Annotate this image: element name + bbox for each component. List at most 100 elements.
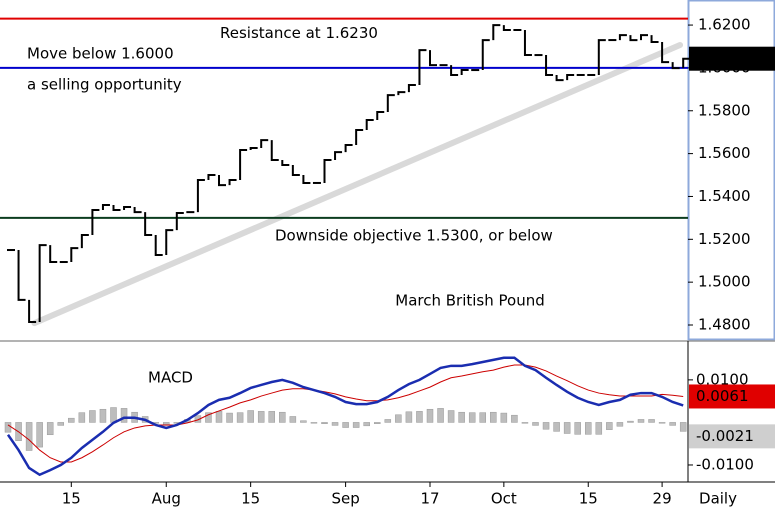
price-bar	[365, 118, 374, 131]
histogram-bar	[595, 422, 603, 435]
price-bar	[175, 211, 184, 231]
y-tick-label: 1.6200	[698, 16, 751, 34]
price-bar	[28, 299, 37, 324]
price-bar	[49, 245, 58, 264]
price-bar	[207, 174, 216, 180]
price-bar	[460, 69, 469, 75]
price-bar	[323, 159, 332, 183]
price-bar	[386, 94, 395, 113]
histogram-bar	[321, 422, 328, 424]
histogram-bar	[257, 411, 265, 423]
price-bar	[80, 234, 89, 249]
price-bar	[671, 62, 680, 70]
chart-title: March British Pound	[395, 292, 544, 310]
histogram-bar	[236, 412, 244, 423]
histogram-bar	[310, 422, 318, 424]
price-bar	[196, 178, 205, 213]
price-bar	[281, 160, 290, 166]
price-bar	[91, 208, 100, 236]
x-tick-label: Sep	[331, 490, 359, 508]
price-bar	[112, 205, 121, 211]
price-bar	[270, 140, 279, 162]
price-bar	[70, 247, 79, 263]
histogram-bar	[384, 419, 392, 423]
histogram-bar	[542, 422, 550, 430]
histogram-bar	[606, 422, 613, 430]
last-value-box	[689, 384, 775, 409]
histogram-bar	[658, 422, 666, 424]
histogram-bar	[205, 412, 212, 423]
histogram-bar	[479, 412, 486, 423]
histogram-bar	[25, 422, 33, 451]
price-bar	[123, 205, 132, 210]
price-bar	[618, 34, 627, 41]
histogram-bar	[679, 422, 687, 432]
price-bar	[334, 151, 343, 161]
histogram-bar	[110, 407, 117, 423]
histogram-bar	[521, 422, 529, 424]
x-axis-label: Daily	[699, 490, 737, 508]
price-bar	[629, 35, 638, 42]
histogram-bar	[458, 411, 465, 423]
annotation: a selling opportunity	[27, 75, 182, 93]
histogram-bar	[616, 422, 624, 427]
histogram-bar	[279, 411, 286, 423]
price-bar	[144, 212, 153, 237]
histogram-bar	[46, 422, 54, 436]
price-bar	[545, 55, 554, 76]
histogram-bar	[563, 422, 571, 434]
x-tick-label: 15	[579, 490, 598, 508]
histogram-bar	[395, 414, 402, 423]
price-bar	[249, 147, 258, 150]
price-bar	[566, 73, 575, 81]
price-bar	[450, 65, 459, 76]
y-tick-label: -0.0100	[696, 455, 754, 473]
annotation: Downside objective 1.5300, or below	[275, 226, 553, 244]
histogram-bar	[36, 422, 43, 448]
price-bar	[492, 24, 501, 41]
histogram-bar	[426, 408, 434, 423]
price-bar	[355, 129, 364, 146]
histogram-bar	[585, 422, 592, 435]
y-tick-label: 1.4800	[698, 316, 751, 334]
price-bar	[682, 57, 691, 69]
histogram-bar	[352, 422, 360, 428]
histogram-bar	[553, 422, 560, 432]
histogram-bar	[331, 422, 339, 426]
price-bar	[101, 204, 110, 210]
y-tick-label: 0.0100	[696, 370, 749, 388]
histogram-bar	[490, 411, 497, 423]
price-bar	[650, 35, 659, 43]
histogram-bar	[120, 408, 128, 423]
histogram-bar	[468, 412, 476, 423]
histogram-bar	[57, 422, 64, 426]
price-bar	[165, 229, 174, 255]
histogram-bar	[300, 420, 307, 423]
histogram-bar	[4, 422, 12, 433]
histogram-bar	[268, 411, 275, 423]
price-bar	[640, 34, 648, 41]
price-bar	[291, 164, 300, 177]
macd-line	[7, 364, 684, 463]
y-tick-label: 1.5400	[698, 187, 751, 205]
histogram-bar	[99, 408, 107, 423]
price-bar	[429, 50, 437, 67]
histogram-bar	[342, 422, 349, 428]
last-price-box	[689, 46, 775, 71]
histogram-bar	[532, 422, 539, 426]
histogram-bar	[416, 411, 423, 423]
x-tick-label: 17	[420, 490, 439, 508]
price-bar	[154, 235, 163, 256]
histogram-bar	[247, 410, 254, 423]
price-bar	[555, 74, 564, 82]
histogram-bar	[363, 422, 370, 427]
histogram-bar	[405, 411, 413, 423]
last-value-box	[689, 424, 775, 449]
last-price-label: 1.6043	[698, 49, 751, 67]
price-bar	[376, 111, 385, 120]
histogram-bar	[68, 417, 75, 423]
y-tick-label: 1.5000	[698, 273, 751, 291]
histogram-bar	[374, 422, 381, 424]
price-bar	[597, 39, 606, 75]
price-bar	[502, 25, 511, 31]
